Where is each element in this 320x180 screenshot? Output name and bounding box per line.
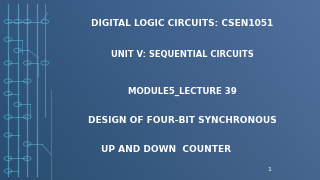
- Text: DESIGN OF FOUR-BIT SYNCHRONOUS: DESIGN OF FOUR-BIT SYNCHRONOUS: [88, 116, 277, 125]
- Text: 1: 1: [267, 167, 271, 172]
- Text: MODULE5_LECTURE 39: MODULE5_LECTURE 39: [128, 87, 237, 96]
- Text: UNIT V: SEQUENTIAL CIRCUITS: UNIT V: SEQUENTIAL CIRCUITS: [111, 50, 254, 59]
- Text: UP AND DOWN  COUNTER: UP AND DOWN COUNTER: [101, 145, 231, 154]
- Text: DIGITAL LOGIC CIRCUITS: CSEN1051: DIGITAL LOGIC CIRCUITS: CSEN1051: [91, 19, 274, 28]
